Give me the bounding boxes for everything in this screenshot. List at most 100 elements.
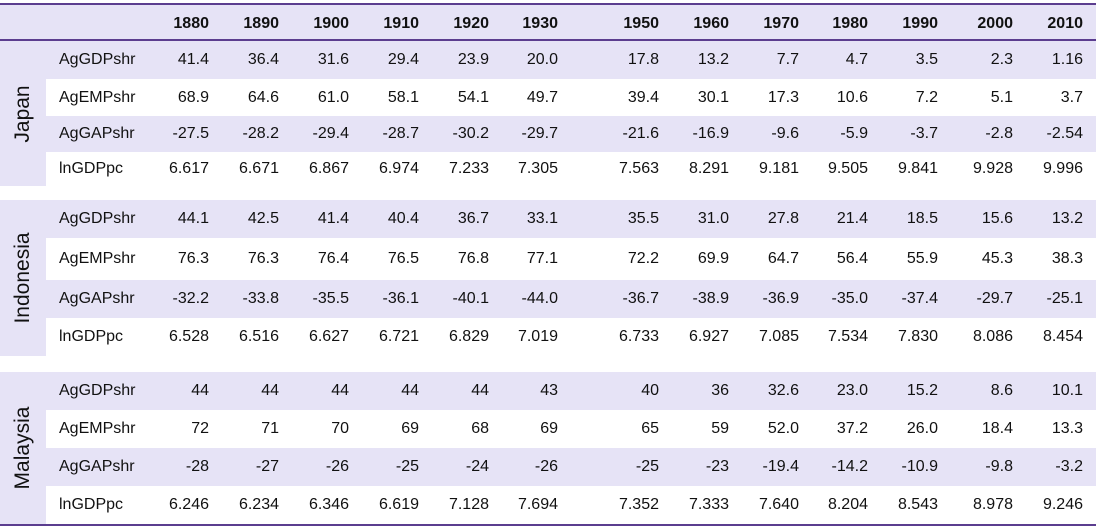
- table-cell: 68: [471, 420, 489, 437]
- table-cell: 76.4: [317, 250, 349, 267]
- table-cell: -27: [255, 458, 279, 475]
- table-bottom-rule: [0, 524, 1096, 526]
- table-cell: 2.3: [990, 51, 1013, 68]
- country-label-cell: Japan: [0, 41, 46, 186]
- table-cell: 8.204: [827, 496, 868, 513]
- table-cell: 68.9: [177, 89, 209, 106]
- header-year: 2000: [977, 15, 1013, 32]
- country-name: Malaysia: [11, 406, 34, 490]
- table-cell: 44: [331, 382, 349, 399]
- table-cell: -29.7: [521, 125, 558, 142]
- table-cell: -9.6: [771, 125, 799, 142]
- table-cell: 30.1: [697, 89, 729, 106]
- table-cell: 9.928: [972, 160, 1013, 177]
- table-cell: 15.2: [906, 382, 938, 399]
- table-cell: 7.2: [915, 89, 938, 106]
- table-cell: 17.8: [627, 51, 659, 68]
- header-year: 2010: [1047, 15, 1083, 32]
- table-cell: 18.4: [981, 420, 1013, 437]
- table-cell: 58.1: [387, 89, 419, 106]
- table-cell: 70: [331, 420, 349, 437]
- table-cell: -30.2: [452, 125, 489, 142]
- table-cell: 7.019: [517, 328, 558, 345]
- table-cell: 33.1: [526, 210, 558, 227]
- table-cell: 18.5: [906, 210, 938, 227]
- table-cell: -2.54: [1046, 125, 1083, 142]
- table-cell: -36.1: [382, 290, 419, 307]
- table-cell: 6.617: [168, 160, 209, 177]
- table-cell: 7.128: [448, 496, 489, 513]
- table-cell: 31.0: [697, 210, 729, 227]
- row-label: AgGAPshr: [59, 125, 135, 142]
- table-cell: 7.830: [897, 328, 938, 345]
- table-cell: 42.5: [247, 210, 279, 227]
- table-cell: -36.7: [622, 290, 659, 307]
- table-cell: 7.694: [517, 496, 558, 513]
- table-cell: 49.7: [526, 89, 558, 106]
- table-cell: 6.234: [238, 496, 279, 513]
- table-cell: 9.181: [758, 160, 799, 177]
- table-cell: 56.4: [836, 250, 868, 267]
- row-label: AgGDPshr: [59, 210, 136, 227]
- table-cell: 69: [540, 420, 558, 437]
- table-cell: -16.9: [692, 125, 729, 142]
- table-cell: -25: [635, 458, 659, 475]
- table-cell: 7.7: [776, 51, 799, 68]
- table-cell: 23.9: [457, 51, 489, 68]
- table-cell: 8.291: [688, 160, 729, 177]
- table-row: lnGDPpc 6.528 6.516 6.627 6.721 6.829 7.019 6.7…: [46, 318, 1096, 356]
- table-cell: -14.2: [831, 458, 868, 475]
- table-row: AgGDPshr 41.4 36.4 31.6 29.4 23.9 20.0 17.8 13.2…: [46, 41, 1096, 79]
- table-cell: 40: [641, 382, 659, 399]
- table-cell: 13.2: [697, 51, 729, 68]
- table-cell: 69.9: [697, 250, 729, 267]
- table-cell: -29.4: [312, 125, 349, 142]
- table-cell: 44: [191, 382, 209, 399]
- table-cell: 36: [711, 382, 729, 399]
- table-cell: 41.4: [317, 210, 349, 227]
- table-row: AgGAPshr -28 -27 -26 -25 -24 -26 -25 -23 -19.4 -14…: [46, 448, 1096, 486]
- table-cell: 72.2: [627, 250, 659, 267]
- table-cell: 72: [191, 420, 209, 437]
- table-cell: -25: [395, 458, 419, 475]
- table-row: AgEMPshr 68.9 64.6 61.0 58.1 54.1 49.7 39.4 30.1…: [46, 79, 1096, 116]
- table-cell: -23: [705, 458, 729, 475]
- table-cell: 59: [711, 420, 729, 437]
- table-cell: -37.4: [901, 290, 938, 307]
- table-row: AgGAPshr -32.2 -33.8 -35.5 -36.1 -40.1 -44.0 -3…: [46, 280, 1096, 318]
- table-cell: 7.085: [758, 328, 799, 345]
- row-label: AgEMPshr: [59, 250, 136, 267]
- table-row: AgEMPshr 76.3 76.3 76.4 76.5 76.8 77.1 72.2 69.9…: [46, 238, 1096, 280]
- table-cell: 21.4: [836, 210, 868, 227]
- table-cell: -26: [325, 458, 349, 475]
- table-cell: 6.516: [238, 328, 279, 345]
- table-cell: 64.7: [767, 250, 799, 267]
- header-year: 1990: [902, 15, 938, 32]
- country-name: Japan: [11, 84, 34, 143]
- table-cell: 76.3: [177, 250, 209, 267]
- table-cell: 43: [540, 382, 558, 399]
- table-cell: 1.16: [1051, 51, 1083, 68]
- header-year: 1960: [693, 15, 729, 32]
- table-cell: 36.7: [457, 210, 489, 227]
- row-label: AgEMPshr: [59, 420, 136, 437]
- table-cell: 5.1: [990, 89, 1013, 106]
- table-cell: 23.0: [836, 382, 868, 399]
- table-cell: 7.305: [517, 160, 558, 177]
- table-cell: -9.8: [985, 458, 1013, 475]
- country-name: Indonesia: [11, 232, 34, 324]
- table-cell: 6.619: [378, 496, 419, 513]
- table-cell: 3.7: [1060, 89, 1083, 106]
- table-cell: -32.2: [172, 290, 209, 307]
- row-label: AgGAPshr: [59, 290, 135, 307]
- table-cell: 71: [261, 420, 279, 437]
- table-cell: -38.9: [692, 290, 729, 307]
- table-cell: 8.086: [972, 328, 1013, 345]
- table-cell: 9.246: [1042, 496, 1083, 513]
- table-cell: 31.6: [317, 51, 349, 68]
- table-cell: -28.2: [242, 125, 279, 142]
- table-row: AgGAPshr -27.5 -28.2 -29.4 -28.7 -30.2 -29.7 -2…: [46, 116, 1096, 152]
- table-cell: 61.0: [317, 89, 349, 106]
- table-cell: 41.4: [177, 51, 209, 68]
- row-label: AgGAPshr: [59, 458, 135, 475]
